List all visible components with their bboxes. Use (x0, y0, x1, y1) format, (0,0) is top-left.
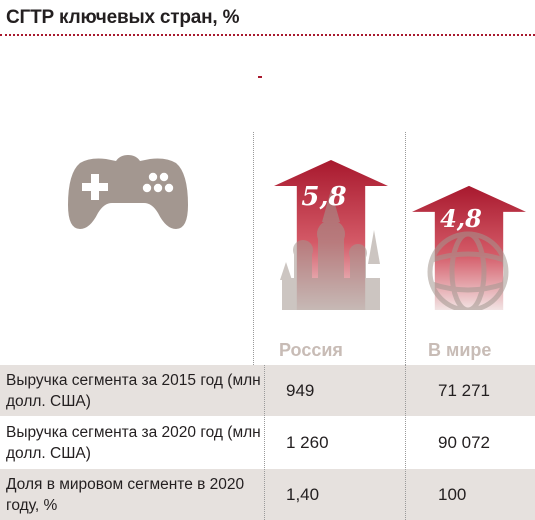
world-growth-arrow (412, 185, 526, 310)
cell-divider (405, 469, 406, 520)
russia-growth-value: 5,8 (301, 182, 347, 212)
title-divider (0, 34, 535, 36)
russia-value: 949 (286, 381, 315, 400)
russia-value: 1 260 (286, 433, 329, 452)
table-row: Выручка сегмента за 2020 год (млн долл. … (0, 417, 535, 469)
column-divider (253, 132, 254, 365)
data-table: Выручка сегмента за 2015 год (млн долл. … (0, 365, 535, 520)
column-divider (405, 132, 406, 365)
russia-value: 1,40 (286, 485, 320, 504)
cell-divider (405, 365, 406, 416)
page-title: СГТР ключевых стран, % (6, 7, 240, 28)
category-label-world: В мире (428, 340, 492, 360)
world-value: 90 072 (438, 433, 490, 452)
table-row: Доля в мировом сегменте в 2020 году, % 1… (0, 469, 535, 520)
category-label-russia: Россия (279, 340, 343, 360)
kremlin-icon (280, 190, 380, 310)
world-value: 71 271 (438, 381, 490, 400)
gamepad-icon (68, 155, 188, 229)
cell-divider (264, 417, 265, 468)
russia-growth-arrow (274, 160, 388, 310)
table-row: Выручка сегмента за 2015 год (млн долл. … (0, 365, 535, 417)
row-label: Выручка сегмента за 2020 год (млн долл. … (6, 424, 261, 462)
globe-icon (427, 231, 509, 310)
cell-divider (264, 365, 265, 416)
world-growth-value: 4,8 (440, 204, 482, 233)
cell-divider (405, 417, 406, 468)
world-value: 100 (438, 485, 467, 504)
row-label: Доля в мировом сегменте в 2020 году, % (6, 476, 245, 514)
growth-arrow-bar (412, 185, 526, 310)
cell-divider (264, 469, 265, 520)
decorative-mark (258, 76, 262, 78)
row-label: Выручка сегмента за 2015 год (млн долл. … (6, 372, 261, 410)
